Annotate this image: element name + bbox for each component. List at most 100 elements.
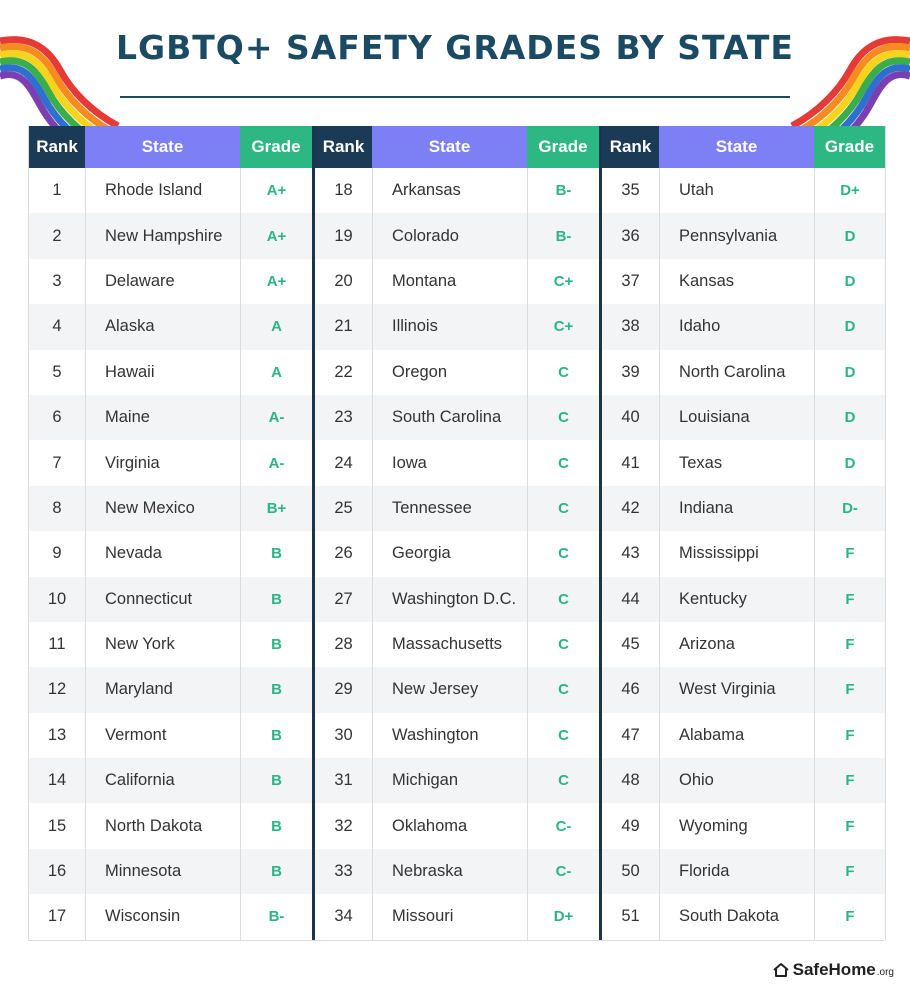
table-row: 50 Florida F [602,848,886,895]
rank-cell: 30 [334,725,353,744]
state-cell: Maryland [85,667,240,713]
rank-cell: 22 [334,362,353,381]
rank-cell: 33 [315,848,372,895]
table-group: Rank State Grade 1 Rhode Island A+ 2 New Hampsh… [28,126,312,940]
table-row: 23 South Carolina C [315,394,599,441]
rank-cell: 9 [28,531,85,577]
rank-cell: 19 [315,213,372,259]
state-cell: Virginia [85,440,240,486]
grade-cell: F [814,621,886,668]
rank-cell: 36 [602,213,659,259]
rank-cell: 44 [602,576,659,622]
state-cell: Montana [372,258,527,305]
state-cell: Louisiana [659,394,814,441]
state-cell: Connecticut [85,576,240,622]
table-row: 34 Missouri D+ [315,894,599,940]
state-cell: Washington D.C. [372,576,527,622]
state-cell: Missouri [372,894,527,940]
rank-cell: 5 [28,349,85,395]
rank-cell: 11 [28,621,85,668]
state-cell: New York [85,621,240,668]
rank-cell: 13 [28,712,85,759]
table-header-row: Rank State Grade [602,126,886,168]
table-row: 46 West Virginia F [602,667,886,713]
table-row: 29 New Jersey C [315,667,599,713]
grades-table: Rank State Grade 1 Rhode Island A+ 2 New Hampsh… [28,126,886,941]
grade-cell: B [240,667,312,713]
grade-cell: B- [527,213,599,259]
grade-cell: F [814,894,886,940]
state-cell: Kentucky [659,576,814,622]
table-row: 37 Kansas D [602,258,886,305]
grade-cell: F [814,531,886,577]
grade-cell: C+ [527,304,599,350]
state-cell: Vermont [85,712,240,759]
rank-cell: 34 [334,907,353,926]
grade-cell: C [527,621,599,668]
state-cell: Texas [659,440,814,486]
state-cell: Nebraska [372,848,527,895]
grade-cell: D [814,349,886,395]
rainbow-flag-left-icon [0,36,120,130]
state-cell: Mississippi [659,531,814,577]
grade-cell: C+ [527,258,599,305]
state-cell: Washington [372,712,527,759]
state-cell: Delaware [85,258,240,305]
rank-cell: 1 [28,168,85,214]
state-cell: Tennessee [372,485,527,532]
grade-cell: B [240,531,312,577]
table-row: 19 Colorado B- [315,213,599,259]
rank-cell: 20 [334,271,353,290]
grade-cell: F [814,803,886,849]
state-cell: Oklahoma [372,803,527,849]
grade-cell: C [527,440,599,486]
rank-cell: 17 [28,894,85,940]
rank-cell: 40 [602,394,659,441]
state-cell: Wyoming [659,803,814,849]
rank-cell: 21 [315,304,372,350]
table-row: 28 Massachusetts C [315,621,599,668]
state-cell: North Dakota [85,803,240,849]
header-grade: Grade [527,126,599,168]
grade-cell: F [814,576,886,622]
grade-cell: A [240,304,312,350]
table-group: Rank State Grade 18 Arkansas B- 19 Colorado B- 20… [312,126,599,940]
header-state: State [85,126,240,168]
table-row: 6 Maine A- [28,394,312,441]
grade-cell: C [527,394,599,441]
rank-cell: 4 [28,304,85,350]
rank-cell: 39 [621,362,640,381]
grade-cell: B [240,621,312,668]
rank-cell: 46 [602,667,659,713]
state-cell: California [85,758,240,804]
table-row: 42 Indiana D- [602,485,886,532]
state-cell: Illinois [372,304,527,350]
rank-cell: 10 [28,576,85,622]
rank-cell: 35 [621,181,640,200]
rank-cell: 43 [621,544,640,563]
table-row: 47 Alabama F [602,712,886,759]
table-row: 14 California B [28,758,312,804]
grade-cell: F [814,667,886,713]
state-cell: Georgia [372,531,527,577]
table-row: 51 South Dakota F [602,894,886,940]
table-row: 5 Hawaii A [28,349,312,395]
grade-cell: D [814,258,886,305]
grade-cell: F [814,758,886,804]
table-row: 39 North Carolina D [602,349,886,395]
safehome-logo: SafeHome .org [772,960,894,980]
rank-cell: 37 [621,271,640,290]
grade-cell: C- [527,803,599,849]
rank-cell: 29 [315,667,372,713]
state-cell: Rhode Island [85,168,240,214]
grade-cell: B [240,712,312,759]
table-row: 25 Tennessee C [315,485,599,532]
table-row: 3 Delaware A+ [28,258,312,305]
grade-cell: C [527,667,599,713]
state-cell: Utah [659,168,814,214]
grade-cell: D+ [527,894,599,940]
grade-cell: B [240,803,312,849]
table-row: 11 New York B [28,621,312,668]
rank-cell: 42 [602,485,659,532]
rank-cell: 45 [621,635,640,654]
